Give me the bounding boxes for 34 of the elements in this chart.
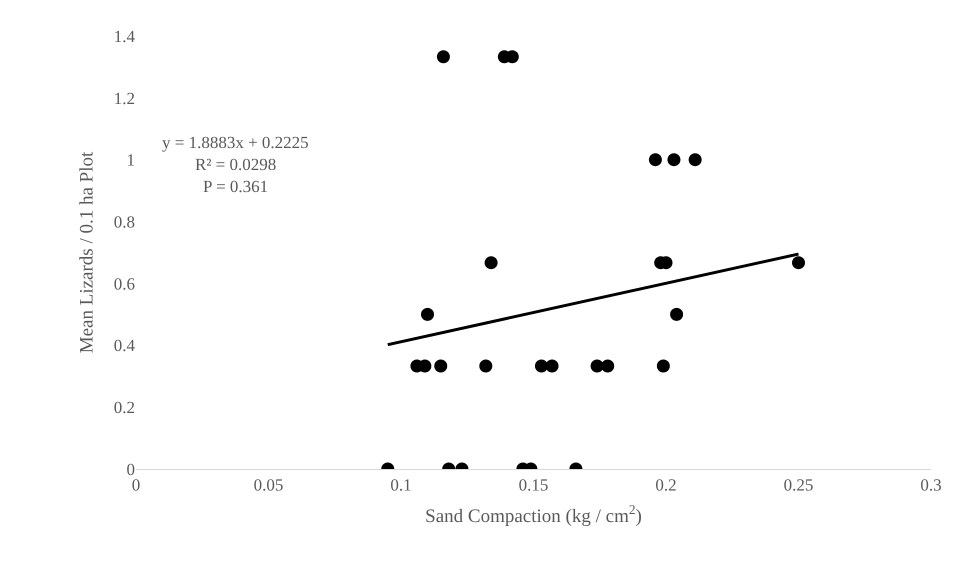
point [421, 308, 434, 321]
y-tick-label: 0.8 [114, 212, 135, 232]
y-tick-label: 1.4 [114, 26, 136, 46]
y-tick-label: 0.6 [114, 274, 135, 294]
point [648, 153, 662, 166]
x-tick-label: 0.25 [784, 475, 814, 494]
point [667, 153, 680, 166]
x-tick-label: 0.2 [655, 475, 677, 494]
point [656, 360, 670, 373]
y-tick-label: 1.2 [114, 88, 135, 108]
point [546, 360, 559, 373]
point [434, 360, 448, 373]
annotation: P = 0.361 [203, 177, 268, 196]
point [590, 360, 604, 373]
x-tick-label: 0.05 [254, 475, 284, 494]
y-tick-label: 0.4 [114, 336, 136, 356]
point [688, 153, 702, 166]
point [601, 360, 614, 373]
y-axis-title: Mean Lizards / 0.1 ha Plot [76, 151, 98, 354]
point [670, 308, 684, 321]
annotation: y = 1.8883x + 0.2225 [162, 133, 309, 152]
point [534, 360, 548, 373]
x-axis-title: Sand Compaction (kg / cm$^{2}$) [425, 502, 642, 528]
point [792, 256, 805, 270]
y-tick-label: 0 [126, 460, 135, 479]
x-tick-label: 0.1 [390, 475, 412, 494]
x-tick-label: 0.15 [518, 475, 548, 494]
point [479, 360, 492, 373]
annotation: R² = 0.0298 [195, 155, 276, 174]
point [484, 256, 498, 270]
x-tick-label: 0.3 [920, 475, 942, 494]
point [436, 50, 450, 64]
y-tick-label: 1 [126, 150, 135, 170]
y-tick-label: 0.2 [114, 398, 135, 418]
